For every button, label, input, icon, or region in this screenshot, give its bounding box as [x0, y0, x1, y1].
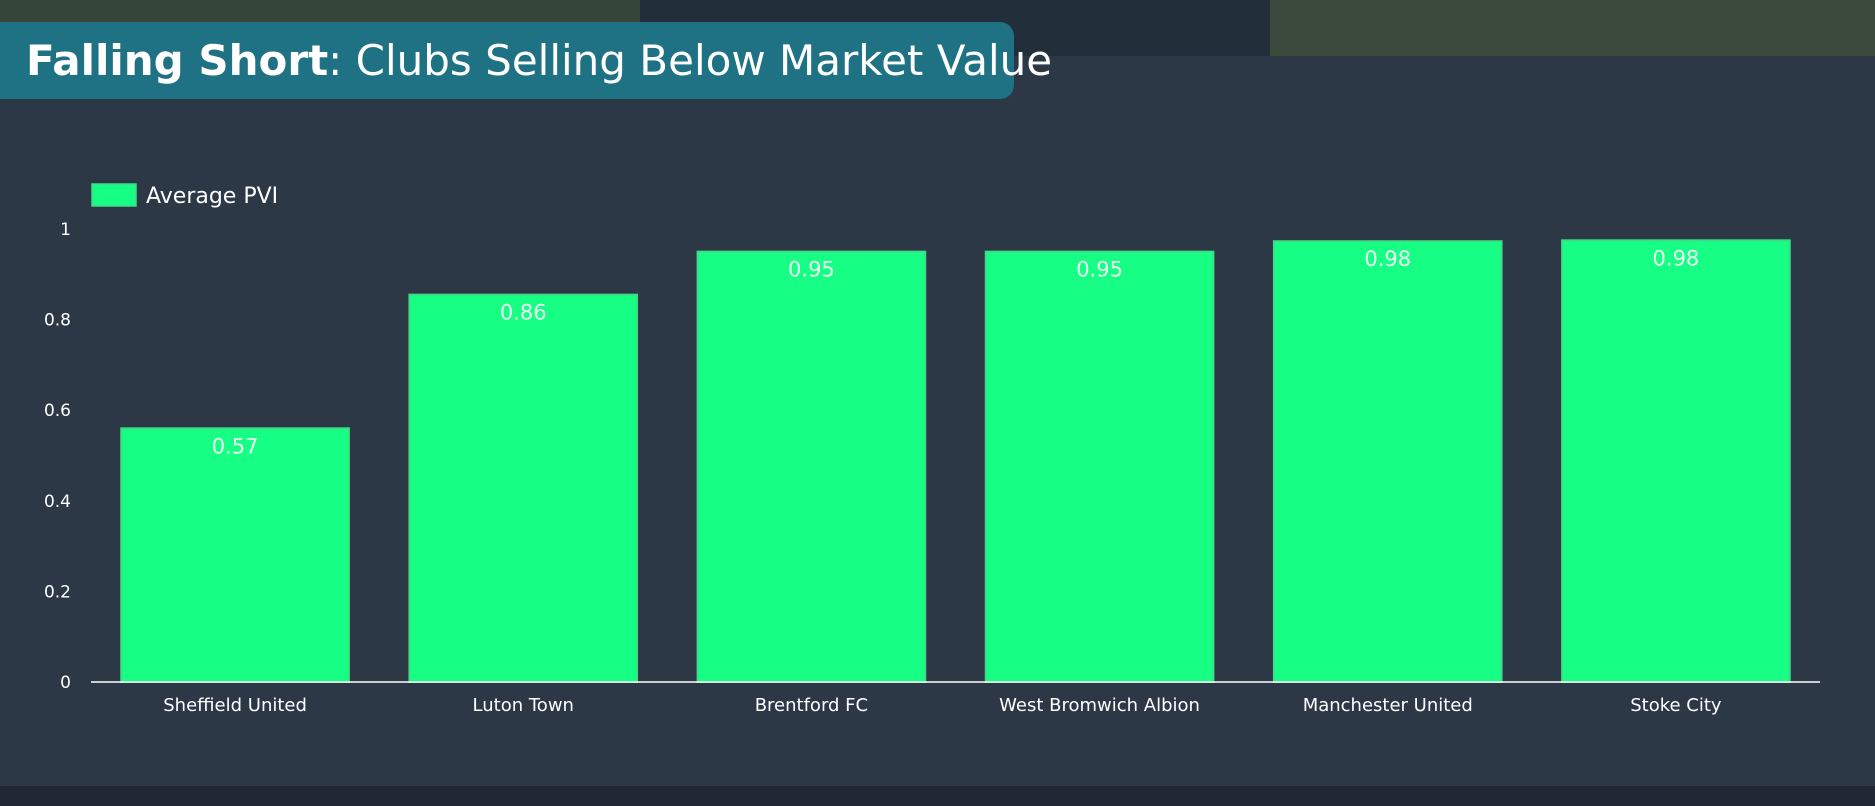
y-tick-label: 0.8 [44, 311, 71, 331]
bar [696, 250, 927, 683]
bar [120, 427, 350, 683]
bar [1561, 239, 1791, 683]
data-label: 0.95 [1076, 258, 1123, 282]
x-tick-label: Brentford FC [755, 695, 868, 716]
y-tick-label: 0.4 [44, 492, 71, 512]
data-label: 0.57 [212, 434, 259, 458]
title-bold: Falling Short [26, 36, 329, 85]
y-axis-ticks: 0 0.2 0.4 0.6 0.8 1 [44, 220, 71, 693]
background-bottom-strip [0, 786, 1875, 806]
x-tick-label: West Bromwich Albion [999, 695, 1200, 716]
x-axis-labels: Sheffield United Luton Town Brentford FC We… [163, 695, 1722, 716]
y-tick-label: 1 [60, 220, 71, 240]
legend-swatch [91, 183, 137, 207]
y-tick-label: 0.6 [44, 401, 71, 421]
y-tick-label: 0 [60, 673, 71, 693]
x-tick-label: Luton Town [473, 695, 574, 716]
data-label: 0.95 [788, 258, 835, 282]
legend: Average PVI [91, 183, 278, 209]
bars [120, 239, 1791, 684]
title-rest: : Clubs Selling Below Market Value [328, 36, 1053, 85]
data-label: 0.86 [500, 301, 547, 325]
legend-label: Average PVI [146, 184, 278, 209]
title-banner: Falling Short: Clubs Selling Below Marke… [0, 22, 1052, 99]
data-label: 0.98 [1653, 246, 1700, 270]
y-tick-label: 0.2 [44, 582, 71, 602]
bar [984, 250, 1215, 683]
data-labels: 0.57 0.86 0.95 0.95 0.98 0.98 [212, 246, 1700, 458]
x-tick-label: Sheffield United [163, 695, 307, 716]
bar [408, 293, 639, 683]
data-label: 0.98 [1364, 247, 1411, 271]
background-strip-right [1270, 0, 1875, 60]
bar [1272, 240, 1503, 684]
x-tick-label: Stoke City [1630, 695, 1722, 716]
x-tick-label: Manchester United [1303, 695, 1473, 716]
